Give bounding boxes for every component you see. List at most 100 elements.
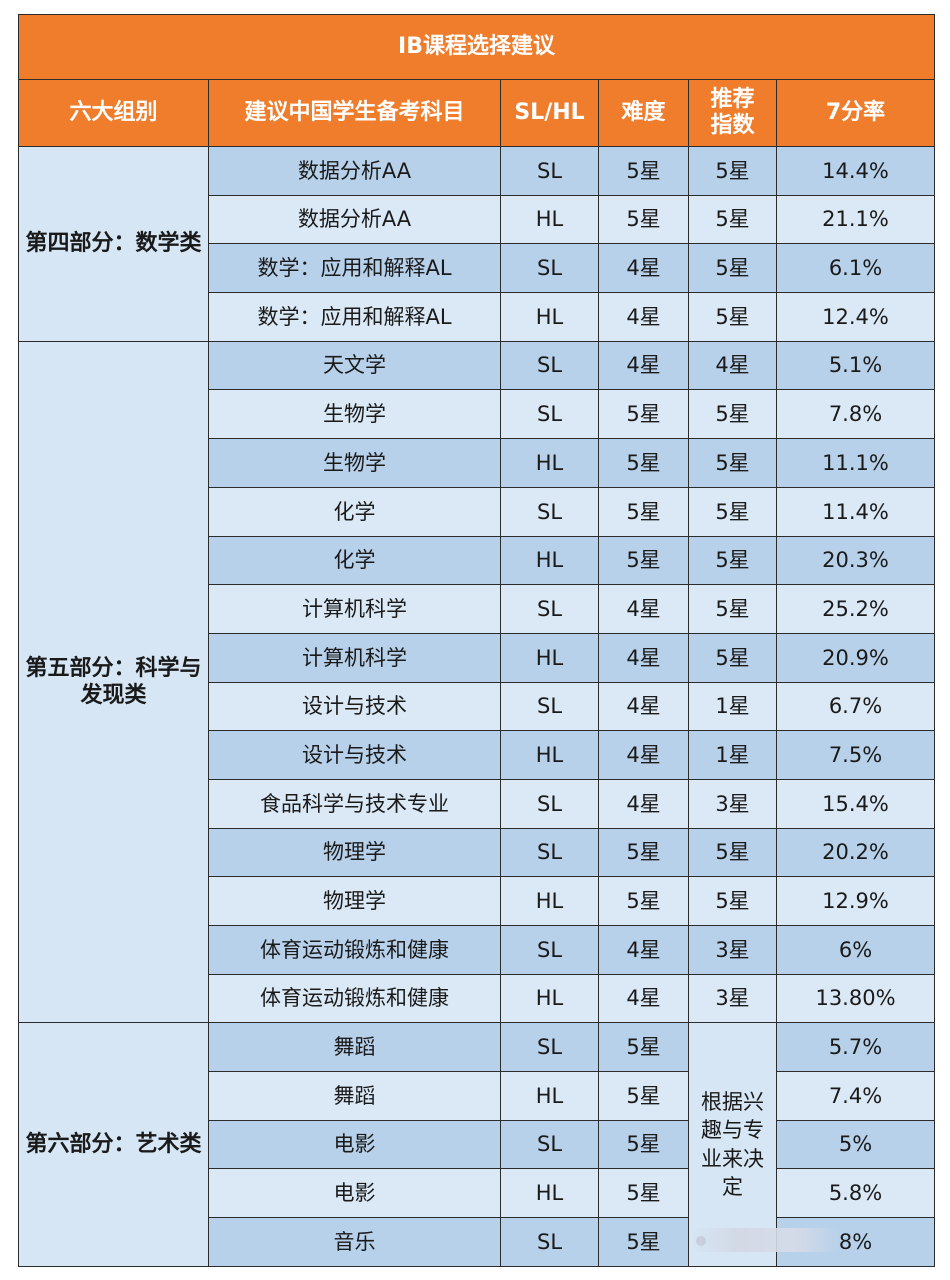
recommend-cell: 1星 [688,730,777,780]
table-row: 化学 HL 5星 5星 20.3% [19,535,935,586]
level-cell: SL [500,1119,599,1170]
table-row: 物理学 SL 5星 5星 20.2% [19,827,935,878]
subject-cell: 体育运动锻炼和健康 [208,925,501,975]
subject-cell: 体育运动锻炼和健康 [208,973,501,1024]
header-level: SL/HL [500,79,599,147]
level-cell: SL [500,486,599,537]
difficulty-cell: 5星 [598,146,689,196]
table-row: 体育运动锻炼和健康 HL 4星 3星 13.80% [19,973,935,1024]
subject-cell: 天文学 [208,340,501,391]
recommend-cell: 5星 [688,243,777,294]
difficulty-cell: 5星 [598,194,689,245]
recommend-cell: 3星 [688,973,777,1024]
table-row: 设计与技术 HL 4星 1星 7.5% [19,730,935,780]
subject-cell: 计算机科学 [208,584,501,634]
rate-cell: 7.8% [776,389,935,440]
level-cell: HL [500,292,599,342]
level-cell: SL [500,389,599,440]
table-row: 生物学 SL 5星 5星 7.8% [19,389,935,440]
level-cell: HL [500,1168,599,1219]
rate-cell: 5.8% [776,1168,935,1219]
rate-cell: 7.4% [776,1071,935,1121]
rate-cell: 11.4% [776,486,935,537]
rate-cell: 14.4% [776,146,935,196]
table-title-row: IB课程选择建议 [18,14,935,80]
watermark-dot [696,1236,706,1246]
table-row: 舞蹈 HL 5星 7.4% [19,1071,935,1121]
difficulty-cell: 5星 [598,1217,689,1267]
recommend-cell: 4星 [688,340,777,391]
group-name-cell: 第五部分：科学与发现类 [18,340,209,1024]
subject-cell: 生物学 [208,389,501,440]
level-cell: HL [500,973,599,1024]
difficulty-cell: 4星 [598,730,689,780]
level-cell: SL [500,1022,599,1073]
subject-cell: 物理学 [208,876,501,926]
rate-cell: 25.2% [776,584,935,634]
difficulty-cell: 4星 [598,778,689,829]
subject-cell: 舞蹈 [208,1071,501,1121]
rate-cell: 20.3% [776,535,935,586]
recommend-cell: 5星 [688,876,777,926]
watermark [690,1228,840,1252]
level-cell: HL [500,730,599,780]
table-row: 生物学 HL 5星 5星 11.1% [19,438,935,488]
recommend-cell: 1星 [688,681,777,732]
table-title: IB课程选择建议 [18,14,935,80]
group-name-cell: 第四部分：数学类 [18,146,209,342]
recommend-cell: 3星 [688,925,777,975]
rate-cell: 6% [776,925,935,975]
table-row: 物理学 HL 5星 5星 12.9% [19,876,935,926]
table-row: 体育运动锻炼和健康 SL 4星 3星 6% [19,925,935,975]
level-cell: SL [500,1217,599,1267]
subject-cell: 生物学 [208,438,501,488]
level-cell: SL [500,681,599,732]
level-cell: HL [500,876,599,926]
table-header-row: 六大组别 建议中国学生备考科目 SL/HL 难度 推荐指数 7分率 [18,79,935,147]
level-cell: SL [500,340,599,391]
difficulty-cell: 4星 [598,973,689,1024]
rate-cell: 6.1% [776,243,935,294]
recommend-cell: 5星 [688,389,777,440]
header-subject: 建议中国学生备考科目 [208,79,501,147]
table-row: 计算机科学 HL 4星 5星 20.9% [19,632,935,683]
difficulty-cell: 5星 [598,486,689,537]
recommend-cell: 5星 [688,486,777,537]
difficulty-cell: 5星 [598,827,689,878]
recommend-cell: 5星 [688,584,777,634]
header-difficulty: 难度 [598,79,689,147]
level-cell: HL [500,535,599,586]
level-cell: HL [500,1071,599,1121]
rate-cell: 5% [776,1119,935,1170]
difficulty-cell: 5星 [598,389,689,440]
rate-cell: 6.7% [776,681,935,732]
table-row: 第六部分：艺术类 舞蹈 SL 5星 根据兴趣与专业来决定 5.7% [18,1022,935,1267]
difficulty-cell: 4星 [598,925,689,975]
level-cell: SL [500,827,599,878]
subject-cell: 数学：应用和解释AL [208,243,501,294]
difficulty-cell: 4星 [598,243,689,294]
rate-cell: 20.2% [776,827,935,878]
header-recommend: 推荐指数 [688,79,777,147]
recommend-cell: 3星 [688,778,777,829]
level-cell: HL [500,632,599,683]
level-cell: SL [500,584,599,634]
header-rate: 7分率 [776,79,935,147]
difficulty-cell: 4星 [598,340,689,391]
level-cell: SL [500,925,599,975]
level-cell: SL [500,243,599,294]
difficulty-cell: 5星 [598,1119,689,1170]
rate-cell: 5.7% [776,1022,935,1073]
subject-cell: 物理学 [208,827,501,878]
difficulty-cell: 5星 [598,535,689,586]
level-cell: SL [500,778,599,829]
difficulty-cell: 5星 [598,876,689,926]
level-cell: HL [500,194,599,245]
table-row: 电影 SL 5星 5% [19,1119,935,1170]
recommend-cell: 5星 [688,632,777,683]
table-row: 第四部分：数学类 数据分析AA SL 5星 5星 14.4% [18,146,935,342]
subject-cell: 数据分析AA [208,146,501,196]
difficulty-cell: 5星 [598,1071,689,1121]
table-row: 计算机科学 SL 4星 5星 25.2% [19,584,935,634]
difficulty-cell: 5星 [598,1168,689,1219]
